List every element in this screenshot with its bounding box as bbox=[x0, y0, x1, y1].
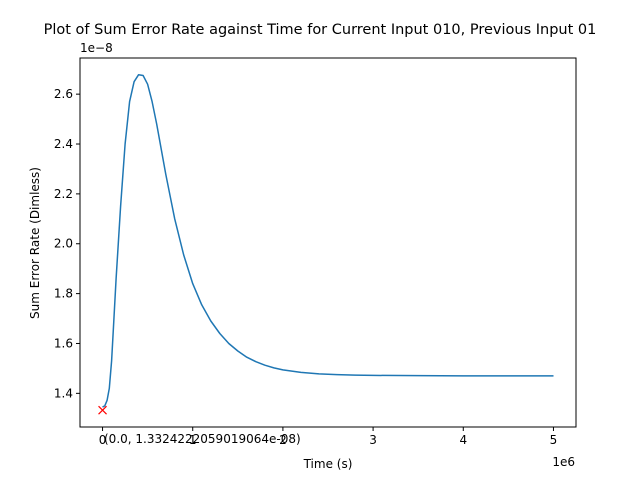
x-tick-label: 1 bbox=[189, 433, 197, 447]
x-axis-offset: 1e6 bbox=[552, 455, 575, 469]
y-tick-label: 2.0 bbox=[54, 237, 73, 251]
y-tick-label: 2.4 bbox=[54, 137, 73, 151]
y-axis: 1.4 1.6 1.8 2.0 2.2 2.4 2.6 bbox=[54, 87, 80, 400]
point-marker bbox=[98, 405, 107, 415]
point-marker-stroke bbox=[98, 405, 107, 415]
x-tick-label: 3 bbox=[369, 433, 377, 447]
y-axis-label: Sum Error Rate (Dimless) bbox=[28, 167, 42, 319]
x-tick-label: 5 bbox=[550, 433, 558, 447]
plot-area bbox=[79, 57, 577, 428]
y-tick-label: 1.6 bbox=[54, 336, 73, 350]
y-tick-label: 1.8 bbox=[54, 287, 73, 301]
x-tick-label: 4 bbox=[459, 433, 467, 447]
y-tick-label: 1.4 bbox=[54, 386, 73, 400]
x-axis-label: Time (s) bbox=[303, 457, 353, 471]
chart-title: Plot of Sum Error Rate against Time for … bbox=[44, 22, 597, 38]
point-annotation: (0.0, 1.3324222059019064e-08) bbox=[104, 432, 301, 446]
x-tick-label: 2 bbox=[279, 433, 287, 447]
y-axis-offset: 1e−8 bbox=[80, 41, 113, 55]
axes-frame bbox=[79, 57, 577, 428]
x-axis: 0 1 2 3 4 5 bbox=[99, 427, 558, 447]
y-tick-label: 2.2 bbox=[54, 187, 73, 201]
x-tick-label: 0 bbox=[99, 433, 107, 447]
series-line bbox=[102, 73, 554, 408]
y-tick-label: 2.6 bbox=[54, 87, 73, 101]
